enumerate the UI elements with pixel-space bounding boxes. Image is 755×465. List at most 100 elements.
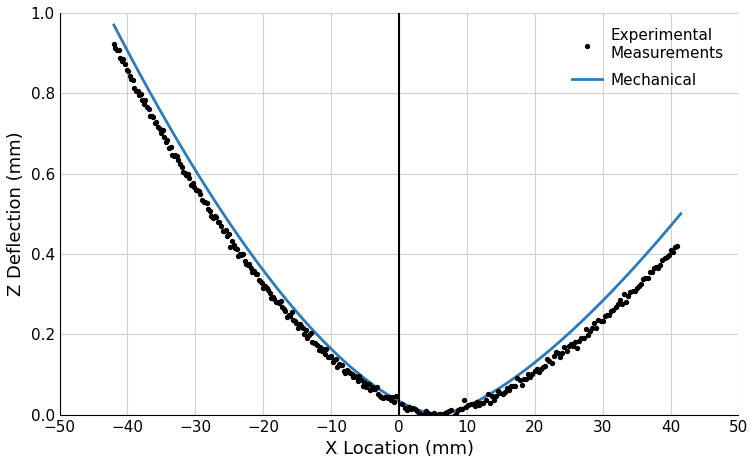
Experimental
Measurements <box>424 413 436 420</box>
Experimental
Measurements <box>586 324 598 332</box>
Experimental
Measurements <box>518 375 530 382</box>
Experimental
Measurements <box>533 368 545 376</box>
Experimental
Measurements <box>407 404 419 412</box>
Experimental
Measurements <box>207 214 219 222</box>
Experimental
Measurements <box>199 199 211 206</box>
Mechanical <box>676 211 686 217</box>
Experimental
Measurements <box>531 365 543 372</box>
Experimental
Measurements <box>488 396 500 404</box>
Experimental
Measurements <box>461 403 473 411</box>
Experimental
Measurements <box>334 361 347 369</box>
Experimental
Measurements <box>174 160 186 167</box>
Experimental
Measurements <box>117 56 129 63</box>
Experimental
Measurements <box>243 260 255 268</box>
Experimental
Measurements <box>313 346 325 353</box>
Experimental
Measurements <box>522 371 535 378</box>
Experimental
Measurements <box>464 401 476 408</box>
Experimental
Measurements <box>560 347 572 354</box>
Experimental
Measurements <box>448 412 460 419</box>
Experimental
Measurements <box>319 350 331 358</box>
Experimental
Measurements <box>667 248 679 256</box>
X-axis label: X Location (mm): X Location (mm) <box>325 440 473 458</box>
Experimental
Measurements <box>256 280 268 287</box>
Experimental
Measurements <box>328 356 341 364</box>
Experimental
Measurements <box>109 45 122 52</box>
Experimental
Measurements <box>254 278 267 285</box>
Experimental
Measurements <box>556 350 569 357</box>
Experimental
Measurements <box>385 396 397 404</box>
Experimental
Measurements <box>501 384 513 392</box>
Experimental
Measurements <box>578 334 590 342</box>
Experimental
Measurements <box>346 370 358 378</box>
Experimental
Measurements <box>314 344 326 351</box>
Experimental
Measurements <box>614 296 626 303</box>
Experimental
Measurements <box>599 312 611 319</box>
Experimental
Measurements <box>401 406 413 413</box>
Experimental
Measurements <box>246 268 258 275</box>
Experimental
Measurements <box>147 114 159 121</box>
Experimental
Measurements <box>347 374 359 381</box>
Experimental
Measurements <box>202 206 214 213</box>
Experimental
Measurements <box>671 243 683 250</box>
Experimental
Measurements <box>415 412 427 419</box>
Experimental
Measurements <box>269 295 281 303</box>
Experimental
Measurements <box>409 405 421 412</box>
Experimental
Measurements <box>149 120 161 127</box>
Experimental
Measurements <box>292 324 304 332</box>
Experimental
Measurements <box>469 402 481 410</box>
Experimental
Measurements <box>160 139 172 146</box>
Experimental
Measurements <box>157 126 169 133</box>
Experimental
Measurements <box>214 219 226 226</box>
Experimental
Measurements <box>284 312 296 320</box>
Experimental
Measurements <box>584 327 596 335</box>
Experimental
Measurements <box>248 267 260 275</box>
Experimental
Measurements <box>337 367 350 375</box>
Experimental
Measurements <box>601 311 613 318</box>
Experimental
Measurements <box>622 292 634 299</box>
Experimental
Measurements <box>131 87 143 94</box>
Experimental
Measurements <box>616 301 628 308</box>
Experimental
Measurements <box>450 410 462 418</box>
Experimental
Measurements <box>289 317 301 325</box>
Experimental
Measurements <box>639 274 652 282</box>
Experimental
Measurements <box>609 303 621 311</box>
Experimental
Measurements <box>304 329 316 337</box>
Experimental
Measurements <box>234 250 246 258</box>
Experimental
Measurements <box>208 212 220 219</box>
Experimental
Measurements <box>497 391 509 398</box>
Experimental
Measurements <box>210 213 222 220</box>
Experimental
Measurements <box>196 197 208 204</box>
Experimental
Measurements <box>166 151 178 159</box>
Experimental
Measurements <box>606 307 618 315</box>
Experimental
Measurements <box>665 246 677 253</box>
Experimental
Measurements <box>627 287 639 294</box>
Experimental
Measurements <box>669 243 681 251</box>
Experimental
Measurements <box>399 405 411 412</box>
Experimental
Measurements <box>569 339 581 346</box>
Experimental
Measurements <box>262 286 274 294</box>
Experimental
Measurements <box>186 179 199 186</box>
Experimental
Measurements <box>590 324 602 332</box>
Experimental
Measurements <box>537 364 549 371</box>
Mechanical <box>664 226 673 232</box>
Experimental
Measurements <box>484 399 496 406</box>
Experimental
Measurements <box>267 293 279 301</box>
Experimental
Measurements <box>125 75 137 83</box>
Experimental
Measurements <box>427 410 439 417</box>
Experimental
Measurements <box>188 183 200 191</box>
Experimental
Measurements <box>437 413 449 421</box>
Experimental
Measurements <box>405 405 417 413</box>
Experimental
Measurements <box>559 344 571 351</box>
Experimental
Measurements <box>511 374 523 382</box>
Experimental
Measurements <box>179 169 191 176</box>
Experimental
Measurements <box>168 153 180 160</box>
Experimental
Measurements <box>339 369 351 377</box>
Experimental
Measurements <box>257 284 270 292</box>
Experimental
Measurements <box>381 393 393 400</box>
Experimental
Measurements <box>198 198 210 206</box>
Experimental
Measurements <box>475 399 487 406</box>
Experimental
Measurements <box>350 374 362 381</box>
Experimental
Measurements <box>226 237 238 244</box>
Experimental
Measurements <box>402 403 414 411</box>
Experimental
Measurements <box>575 334 587 341</box>
